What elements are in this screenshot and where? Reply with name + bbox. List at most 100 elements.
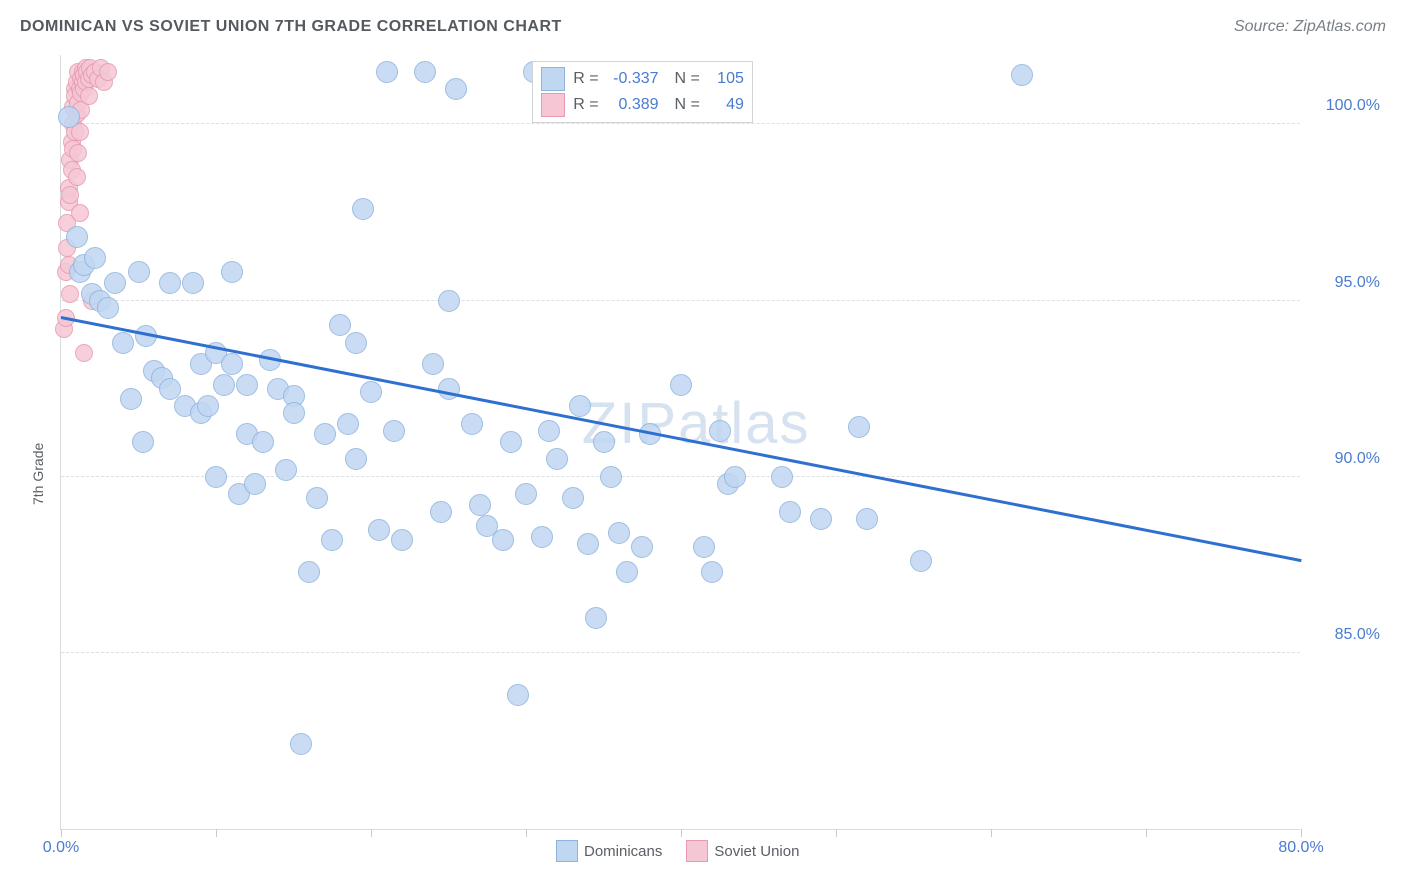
data-point-dominicans bbox=[84, 247, 106, 269]
N-label: N = bbox=[675, 70, 700, 88]
data-point-dominicans bbox=[329, 314, 351, 336]
data-point-dominicans bbox=[709, 420, 731, 442]
legend-label: Dominicans bbox=[584, 843, 662, 860]
data-point-dominicans bbox=[461, 413, 483, 435]
data-point-dominicans bbox=[244, 473, 266, 495]
data-point-dominicans bbox=[321, 529, 343, 551]
data-point-dominicans bbox=[275, 459, 297, 481]
x-tick bbox=[61, 829, 62, 837]
data-point-dominicans bbox=[368, 519, 390, 541]
data-point-dominicans bbox=[221, 353, 243, 375]
data-point-dominicans bbox=[438, 378, 460, 400]
data-point-dominicans bbox=[391, 529, 413, 551]
data-point-dominicans bbox=[197, 395, 219, 417]
data-point-dominicans bbox=[236, 374, 258, 396]
data-point-dominicans bbox=[500, 431, 522, 453]
x-tick bbox=[1146, 829, 1147, 837]
data-point-dominicans bbox=[352, 198, 374, 220]
data-point-dominicans bbox=[593, 431, 615, 453]
data-point-dominicans bbox=[856, 508, 878, 530]
legend-bottom: Dominicans Soviet Union bbox=[556, 840, 799, 862]
R-label: R = bbox=[573, 96, 598, 114]
data-point-dominicans bbox=[383, 420, 405, 442]
N-value: 49 bbox=[708, 96, 744, 114]
data-point-dominicans bbox=[848, 416, 870, 438]
y-tick-label: 90.0% bbox=[1335, 450, 1380, 468]
legend-item: Dominicans bbox=[556, 840, 662, 862]
data-point-dominicans bbox=[182, 272, 204, 294]
data-point-dominicans bbox=[345, 332, 367, 354]
source-attribution: Source: ZipAtlas.com bbox=[1234, 18, 1386, 36]
data-point-dominicans bbox=[360, 381, 382, 403]
R-value: 0.389 bbox=[607, 96, 659, 114]
data-point-dominicans bbox=[569, 395, 591, 417]
data-point-dominicans bbox=[252, 431, 274, 453]
data-point-dominicans bbox=[445, 78, 467, 100]
data-point-dominicans bbox=[507, 684, 529, 706]
data-point-soviet bbox=[71, 204, 89, 222]
data-point-dominicans bbox=[132, 431, 154, 453]
data-point-dominicans bbox=[314, 423, 336, 445]
N-label: N = bbox=[675, 96, 700, 114]
data-point-dominicans bbox=[430, 501, 452, 523]
data-point-dominicans bbox=[422, 353, 444, 375]
y-axis-label: 7th Grade bbox=[30, 442, 46, 504]
data-point-dominicans bbox=[205, 466, 227, 488]
x-tick bbox=[836, 829, 837, 837]
data-point-dominicans bbox=[66, 226, 88, 248]
x-tick-label: 0.0% bbox=[43, 839, 79, 857]
data-point-dominicans bbox=[112, 332, 134, 354]
series-swatch bbox=[541, 67, 565, 91]
chart-title: DOMINICAN VS SOVIET UNION 7TH GRADE CORR… bbox=[20, 18, 562, 36]
stats-box: R = -0.337 N = 105 R = 0.389 N = 49 bbox=[532, 61, 753, 123]
data-point-dominicans bbox=[538, 420, 560, 442]
x-tick bbox=[681, 829, 682, 837]
y-tick-label: 100.0% bbox=[1326, 97, 1380, 115]
data-point-dominicans bbox=[724, 466, 746, 488]
data-point-dominicans bbox=[546, 448, 568, 470]
data-point-dominicans bbox=[58, 106, 80, 128]
x-tick bbox=[526, 829, 527, 837]
data-point-dominicans bbox=[810, 508, 832, 530]
legend-swatch bbox=[686, 840, 708, 862]
data-point-dominicans bbox=[616, 561, 638, 583]
data-point-dominicans bbox=[1011, 64, 1033, 86]
data-point-dominicans bbox=[585, 607, 607, 629]
legend-swatch bbox=[556, 840, 578, 862]
data-point-dominicans bbox=[221, 261, 243, 283]
gridline-h bbox=[61, 300, 1300, 301]
data-point-dominicans bbox=[438, 290, 460, 312]
data-point-dominicans bbox=[631, 536, 653, 558]
x-tick bbox=[991, 829, 992, 837]
data-point-soviet bbox=[69, 144, 87, 162]
data-point-dominicans bbox=[120, 388, 142, 410]
data-point-dominicans bbox=[345, 448, 367, 470]
data-point-dominicans bbox=[337, 413, 359, 435]
gridline-h bbox=[61, 123, 1300, 124]
data-point-dominicans bbox=[469, 494, 491, 516]
data-point-dominicans bbox=[213, 374, 235, 396]
data-point-dominicans bbox=[693, 536, 715, 558]
data-point-dominicans bbox=[414, 61, 436, 83]
data-point-dominicans bbox=[492, 529, 514, 551]
x-tick bbox=[216, 829, 217, 837]
chart-container: DOMINICAN VS SOVIET UNION 7TH GRADE CORR… bbox=[0, 0, 1406, 892]
legend-label: Soviet Union bbox=[714, 843, 799, 860]
data-point-dominicans bbox=[600, 466, 622, 488]
stats-row: R = 0.389 N = 49 bbox=[541, 92, 744, 118]
y-tick-label: 85.0% bbox=[1335, 626, 1380, 644]
x-tick-label: 80.0% bbox=[1278, 839, 1323, 857]
data-point-dominicans bbox=[771, 466, 793, 488]
data-point-dominicans bbox=[562, 487, 584, 509]
data-point-soviet bbox=[61, 186, 79, 204]
data-point-dominicans bbox=[159, 378, 181, 400]
data-point-dominicans bbox=[104, 272, 126, 294]
N-value: 105 bbox=[708, 70, 744, 88]
data-point-dominicans bbox=[290, 733, 312, 755]
data-point-dominicans bbox=[910, 550, 932, 572]
x-tick bbox=[1301, 829, 1302, 837]
data-point-dominicans bbox=[306, 487, 328, 509]
series-swatch bbox=[541, 93, 565, 117]
R-value: -0.337 bbox=[607, 70, 659, 88]
data-point-dominicans bbox=[159, 272, 181, 294]
